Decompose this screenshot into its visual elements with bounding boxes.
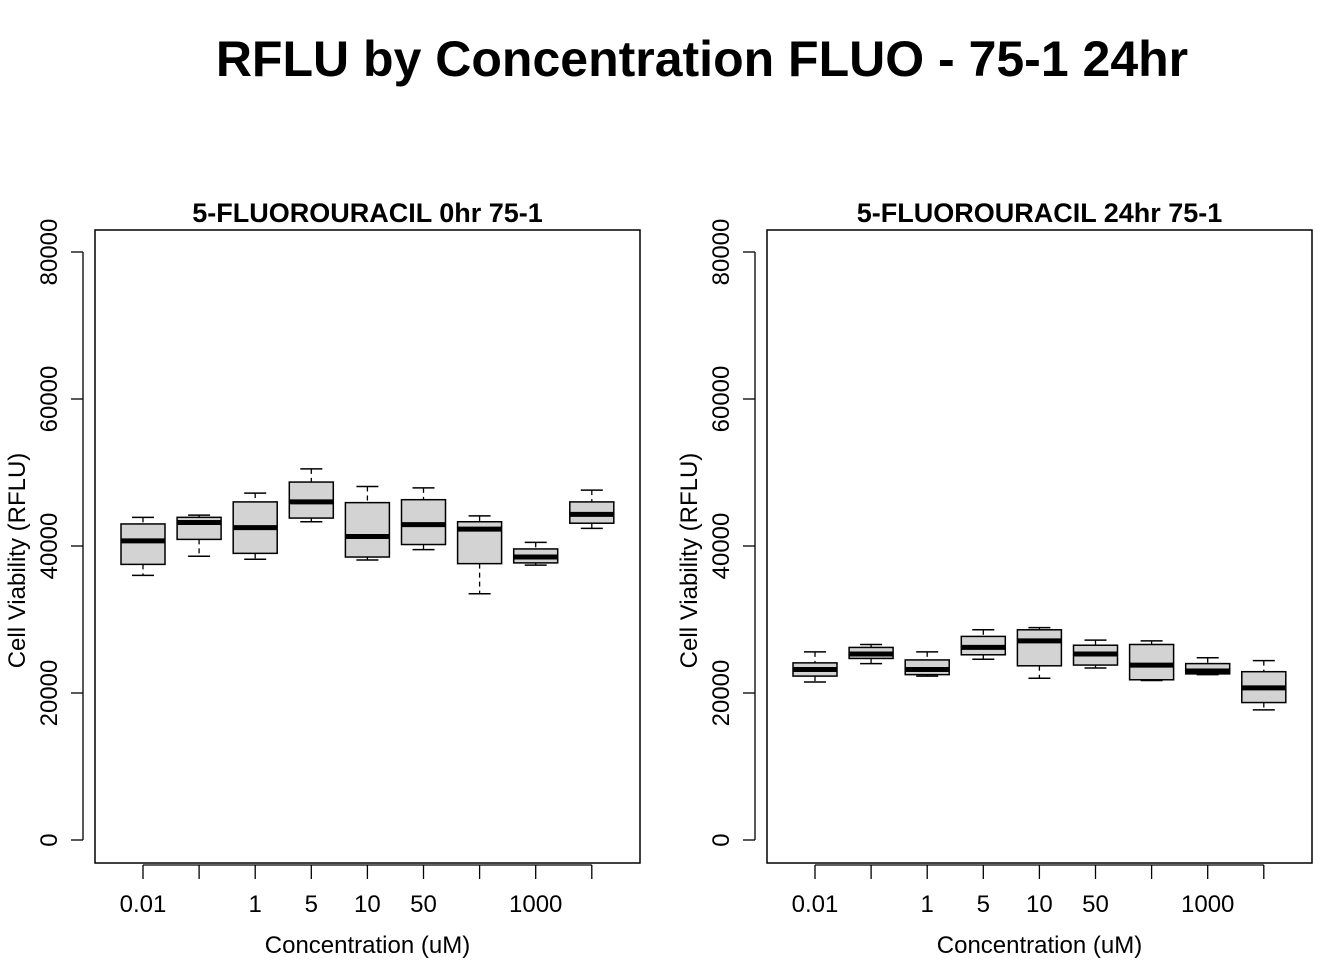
- box-3: [232, 492, 278, 560]
- box-1: [792, 651, 838, 683]
- box-6: [400, 487, 447, 551]
- main-title: RFLU by Concentration FLUO - 75-1 24hr: [215, 31, 1189, 87]
- y-tick-label: 0: [36, 833, 63, 846]
- box-1: [120, 516, 166, 577]
- box-4: [288, 468, 335, 523]
- y-tick-label: 40000: [36, 513, 63, 580]
- y-tick-label: 80000: [708, 219, 735, 286]
- box-2: [176, 514, 222, 558]
- box-6: [1072, 639, 1119, 669]
- x-axis-label: Concentration (uM): [937, 932, 1142, 959]
- y-tick-label: 40000: [708, 513, 735, 580]
- x-tick-label: 1000: [1181, 891, 1234, 918]
- x-tick-label: 0.01: [120, 891, 167, 918]
- y-tick-label: 60000: [708, 366, 735, 433]
- y-tick-label: 60000: [36, 366, 63, 433]
- plot-frame: [94, 229, 641, 864]
- x-axis-label: Concentration (uM): [265, 932, 470, 959]
- y-tick-label: 20000: [708, 660, 735, 727]
- iqr-box: [1128, 643, 1175, 681]
- x-tick-label: 1: [249, 891, 262, 918]
- panel-title: 5-FLUOROURACIL 24hr 75-1: [857, 198, 1223, 228]
- panel-title: 5-FLUOROURACIL 0hr 75-1: [192, 198, 543, 228]
- x-tick-label: 5: [977, 891, 990, 918]
- box-7: [456, 515, 503, 595]
- x-tick-label: 5: [305, 891, 318, 918]
- x-tick-label: 10: [354, 891, 381, 918]
- y-tick-label: 0: [708, 833, 735, 846]
- x-tick-label: 50: [410, 891, 437, 918]
- box-3: [904, 651, 950, 677]
- box-4: [960, 629, 1007, 660]
- x-tick-label: 50: [1082, 891, 1109, 918]
- plot-frame: [766, 229, 1313, 864]
- box-5: [344, 485, 391, 561]
- x-tick-label: 1: [921, 891, 934, 918]
- box-9: [569, 489, 615, 530]
- iqr-box: [400, 498, 447, 546]
- box-9: [1241, 659, 1287, 711]
- box-2: [848, 643, 894, 665]
- box-8: [512, 541, 559, 566]
- x-tick-label: 10: [1026, 891, 1053, 918]
- x-tick-label: 0.01: [792, 891, 839, 918]
- y-axis-label: Cell Viability (RFLU): [676, 453, 703, 669]
- box-8: [1184, 656, 1231, 676]
- box-7: [1128, 640, 1175, 682]
- iqr-box: [120, 523, 166, 566]
- iqr-box: [1016, 629, 1063, 667]
- y-axis-label: Cell Viability (RFLU): [4, 453, 31, 669]
- x-tick-label: 1000: [509, 891, 562, 918]
- box-5: [1016, 626, 1063, 680]
- y-tick-label: 80000: [36, 219, 63, 286]
- iqr-box: [344, 501, 391, 558]
- y-tick-label: 20000: [36, 660, 63, 727]
